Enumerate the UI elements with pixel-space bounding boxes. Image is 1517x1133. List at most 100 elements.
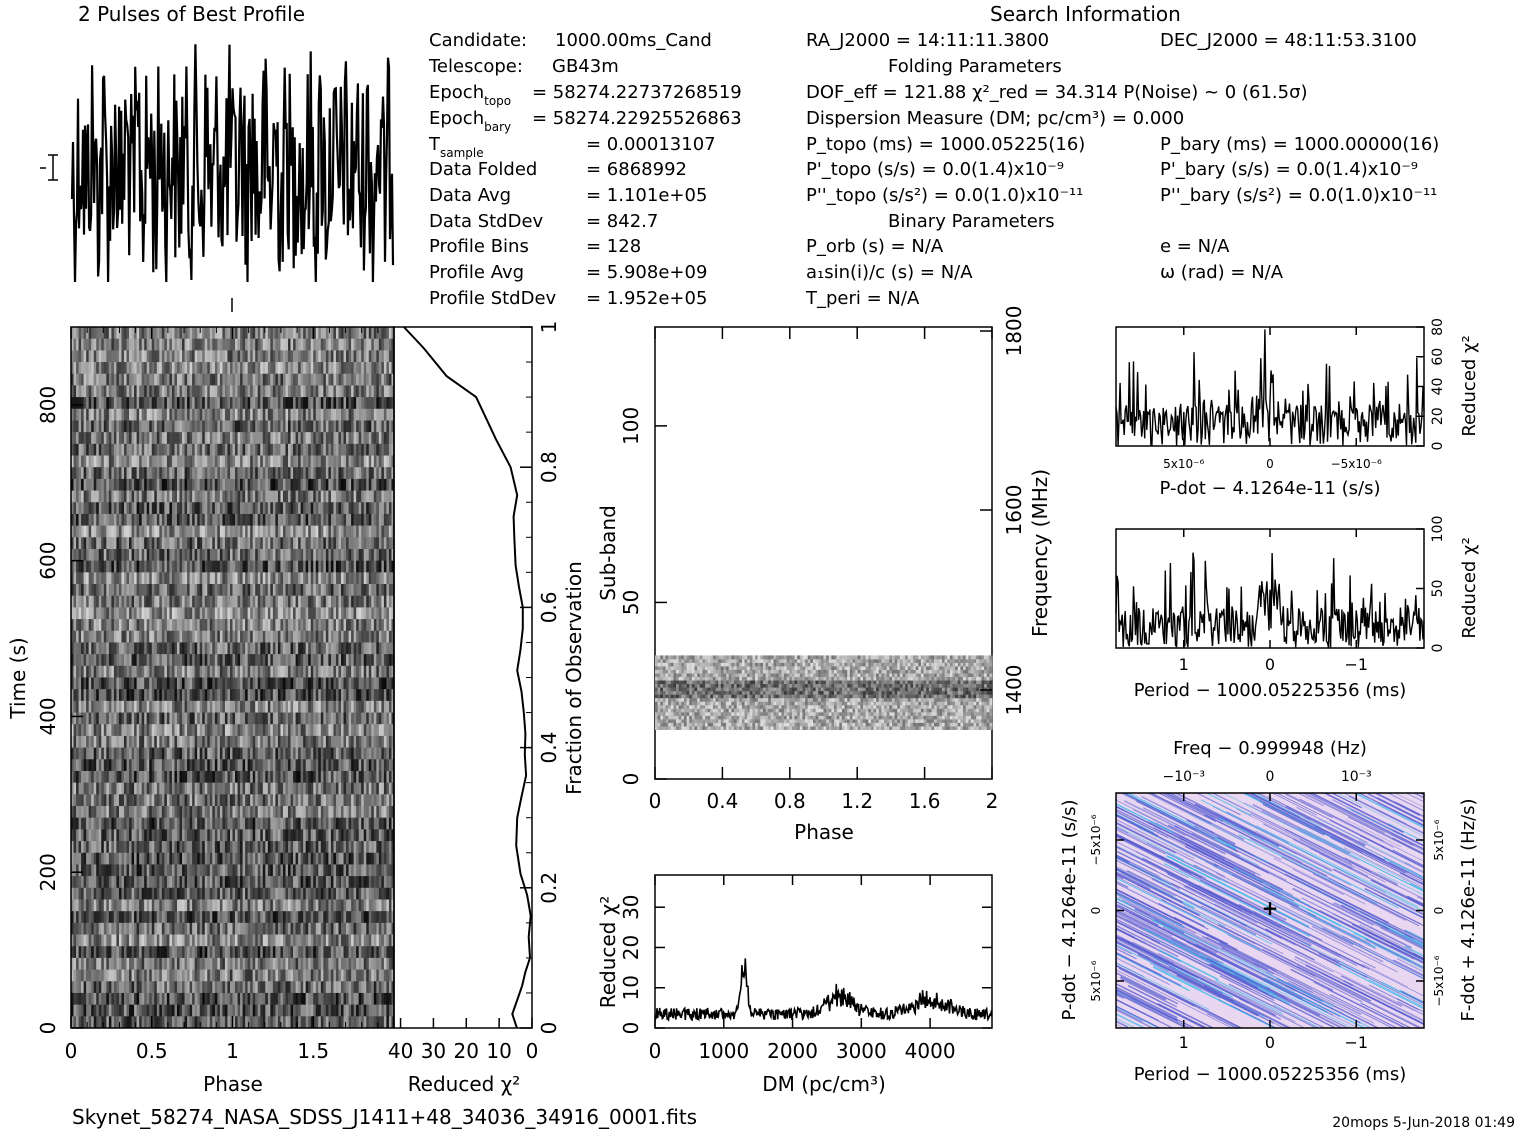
pp-streak — [1116, 833, 1178, 866]
chi2-time-curve — [403, 326, 532, 1029]
profile-line — [70, 44, 395, 283]
pp-streak — [1120, 985, 1206, 1028]
pp-streak — [1116, 927, 1146, 944]
pp-streak — [1132, 941, 1306, 1028]
pp-streak — [1266, 905, 1398, 973]
folding-title: Folding Parameters — [888, 56, 1062, 77]
pp-streak — [1116, 969, 1233, 1028]
pp-streak — [1271, 793, 1317, 816]
pp-streak — [1255, 830, 1424, 916]
profile-title: 2 Pulses of Best Profile — [78, 2, 305, 26]
tc-ytick-label: 0.6 — [537, 591, 561, 623]
pp-streak — [1373, 944, 1424, 971]
dof-value: DOF_eff = 121.88 χ²_red = 34.314 P(Noise… — [806, 82, 1308, 103]
tp-ytick-label: 600 — [36, 542, 60, 580]
pp-streak — [1199, 879, 1376, 969]
pp-streak — [1116, 897, 1130, 906]
pp-streak — [1191, 832, 1287, 881]
pp-streak — [1157, 793, 1217, 823]
pp-streak — [1273, 857, 1366, 905]
tc-ytick-label: 0.8 — [537, 451, 561, 483]
pp-streak — [1116, 991, 1189, 1028]
pp-streak — [1216, 813, 1297, 855]
pp-streak — [1157, 1003, 1206, 1028]
pp-streak — [1204, 985, 1291, 1028]
pp-streak — [1363, 974, 1424, 1007]
pp-streak — [1167, 873, 1242, 912]
pp-streak — [1212, 805, 1386, 893]
pp-streak — [1397, 1001, 1424, 1016]
pp-streak — [1116, 875, 1167, 902]
pp-streak — [1183, 905, 1226, 928]
pp-title: Freq − 0.999948 (Hz) — [1173, 738, 1367, 759]
pp-streak — [1360, 1002, 1412, 1028]
pp-streak — [1387, 822, 1424, 843]
pp-streak — [1165, 851, 1229, 884]
pp-streak — [1226, 811, 1289, 844]
pp-streak — [1297, 827, 1424, 893]
sb-ytick-right-label: 1600 — [1002, 485, 1026, 536]
tc-xtick-label: 10 — [486, 1039, 511, 1063]
omega-value: ω (rad) = N/A — [1160, 262, 1284, 283]
pp-streak — [1227, 934, 1363, 1003]
pp-streak — [1348, 795, 1424, 835]
tc-ytick-label: 0 — [537, 1022, 561, 1035]
pp-streak — [1268, 796, 1367, 846]
pp-streak — [1116, 991, 1179, 1024]
sb-ylabel: Sub-band — [596, 505, 620, 601]
pp-streak — [1215, 979, 1283, 1015]
pp-streak — [1116, 818, 1195, 860]
pp-streak — [1265, 928, 1342, 968]
pp-streak — [1116, 803, 1174, 834]
pp-streak — [1116, 810, 1198, 853]
pp-streak — [1386, 793, 1424, 812]
pp-streak — [1219, 941, 1277, 972]
pp-streak — [1375, 921, 1424, 948]
pp-streak — [1137, 826, 1317, 918]
xtick-label: 1 — [1179, 655, 1189, 674]
tp-xtick-label: 0 — [65, 1039, 78, 1063]
pp-streak — [1303, 828, 1410, 883]
pp-streak — [1342, 935, 1424, 978]
pp-streak — [1302, 793, 1385, 834]
info-value: = 58274.22925526863 — [532, 108, 742, 129]
pp-streak — [1116, 951, 1162, 976]
pp-streak — [1318, 818, 1412, 866]
pp-streak — [1116, 891, 1228, 949]
tp-ytick-label: 200 — [36, 853, 60, 891]
pp-streak — [1116, 867, 1150, 886]
ytick-right-label: 60 — [1430, 348, 1446, 366]
pp-streak — [1116, 891, 1183, 926]
pp-streak — [1183, 886, 1258, 924]
pp-streak — [1359, 924, 1413, 953]
pp-streak — [1151, 919, 1199, 944]
tp-xtick-label: 0.5 — [136, 1039, 168, 1063]
info-label: Tsample — [428, 134, 484, 160]
pp-streak — [1142, 857, 1282, 929]
pp-streak — [1116, 834, 1243, 900]
tc-xtick-label: 40 — [388, 1039, 413, 1063]
pp-streak — [1238, 903, 1366, 968]
pp-streak — [1116, 854, 1130, 864]
pp-streak — [1129, 997, 1192, 1028]
dm-xlabel: DM (pc/cm³) — [762, 1072, 886, 1096]
pp-streak — [1364, 887, 1424, 919]
tc-ytick-label: 1 — [537, 321, 561, 334]
pp-streak — [1214, 903, 1297, 946]
pp-streak — [1233, 867, 1310, 906]
pp-streak — [1364, 938, 1424, 970]
pp-streak — [1218, 960, 1354, 1028]
pp-streak — [1299, 838, 1386, 883]
pp-streak — [1378, 798, 1424, 823]
pp-streak — [1344, 857, 1398, 885]
sb-xtick-label: 2 — [986, 789, 999, 813]
e-value: e = N/A — [1160, 236, 1230, 257]
dm-xtick-label: 4000 — [905, 1039, 956, 1063]
pp-streak — [1221, 947, 1275, 975]
pp-streak — [1129, 911, 1303, 1000]
pp-streak — [1404, 861, 1424, 873]
pp-streak — [1358, 847, 1424, 881]
pp-streak — [1342, 899, 1407, 933]
pp-streak — [1343, 980, 1424, 1022]
